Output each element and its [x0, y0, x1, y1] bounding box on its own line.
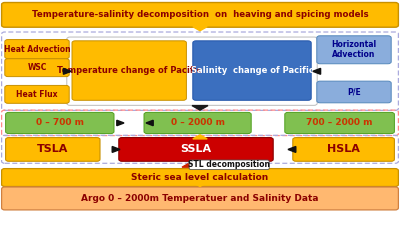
Text: TSLA: TSLA: [37, 144, 68, 154]
Polygon shape: [193, 27, 207, 31]
Text: WSC: WSC: [27, 63, 47, 72]
FancyBboxPatch shape: [119, 138, 273, 161]
Text: 700 – 2000 m: 700 – 2000 m: [306, 118, 373, 128]
Text: Steric sea level calculation: Steric sea level calculation: [131, 173, 269, 182]
Text: HSLA: HSLA: [327, 144, 360, 154]
Polygon shape: [117, 120, 124, 126]
Text: Salinity  change of Pacific: Salinity change of Pacific: [190, 66, 314, 75]
Text: Temperature-salinity decomposition  on  heaving and spicing models: Temperature-salinity decomposition on he…: [32, 10, 368, 19]
FancyBboxPatch shape: [193, 41, 311, 100]
Polygon shape: [112, 146, 120, 152]
FancyBboxPatch shape: [67, 37, 317, 105]
Text: P/E: P/E: [347, 87, 361, 97]
FancyBboxPatch shape: [189, 160, 269, 170]
Text: Horizontal
Advection: Horizontal Advection: [332, 40, 376, 59]
FancyBboxPatch shape: [2, 187, 398, 210]
FancyBboxPatch shape: [5, 40, 69, 59]
Text: 0 – 700 m: 0 – 700 m: [36, 118, 84, 128]
Text: STL decomposition: STL decomposition: [188, 160, 270, 169]
Text: Temperature change of Pacific: Temperature change of Pacific: [57, 66, 202, 75]
FancyBboxPatch shape: [5, 85, 69, 103]
Polygon shape: [193, 135, 207, 139]
Text: SSLA: SSLA: [180, 144, 212, 154]
FancyBboxPatch shape: [6, 112, 114, 134]
FancyBboxPatch shape: [5, 59, 69, 77]
Polygon shape: [288, 146, 296, 152]
Polygon shape: [146, 120, 153, 126]
FancyBboxPatch shape: [317, 36, 391, 64]
Polygon shape: [192, 106, 208, 110]
FancyBboxPatch shape: [2, 3, 398, 27]
FancyBboxPatch shape: [6, 138, 100, 161]
Text: 0 – 2000 m: 0 – 2000 m: [170, 118, 225, 128]
Text: Heat Flux: Heat Flux: [16, 90, 58, 99]
Polygon shape: [182, 164, 194, 167]
Polygon shape: [193, 182, 207, 186]
FancyBboxPatch shape: [293, 138, 394, 161]
Text: Argo 0 – 2000m Temperatuer and Salinity Data: Argo 0 – 2000m Temperatuer and Salinity …: [81, 194, 319, 203]
Polygon shape: [63, 68, 71, 74]
FancyBboxPatch shape: [285, 112, 394, 134]
Text: Heat Advection: Heat Advection: [4, 45, 70, 54]
Polygon shape: [313, 68, 321, 74]
FancyBboxPatch shape: [144, 112, 251, 134]
FancyBboxPatch shape: [317, 81, 391, 103]
FancyBboxPatch shape: [72, 41, 186, 100]
FancyBboxPatch shape: [2, 169, 398, 186]
